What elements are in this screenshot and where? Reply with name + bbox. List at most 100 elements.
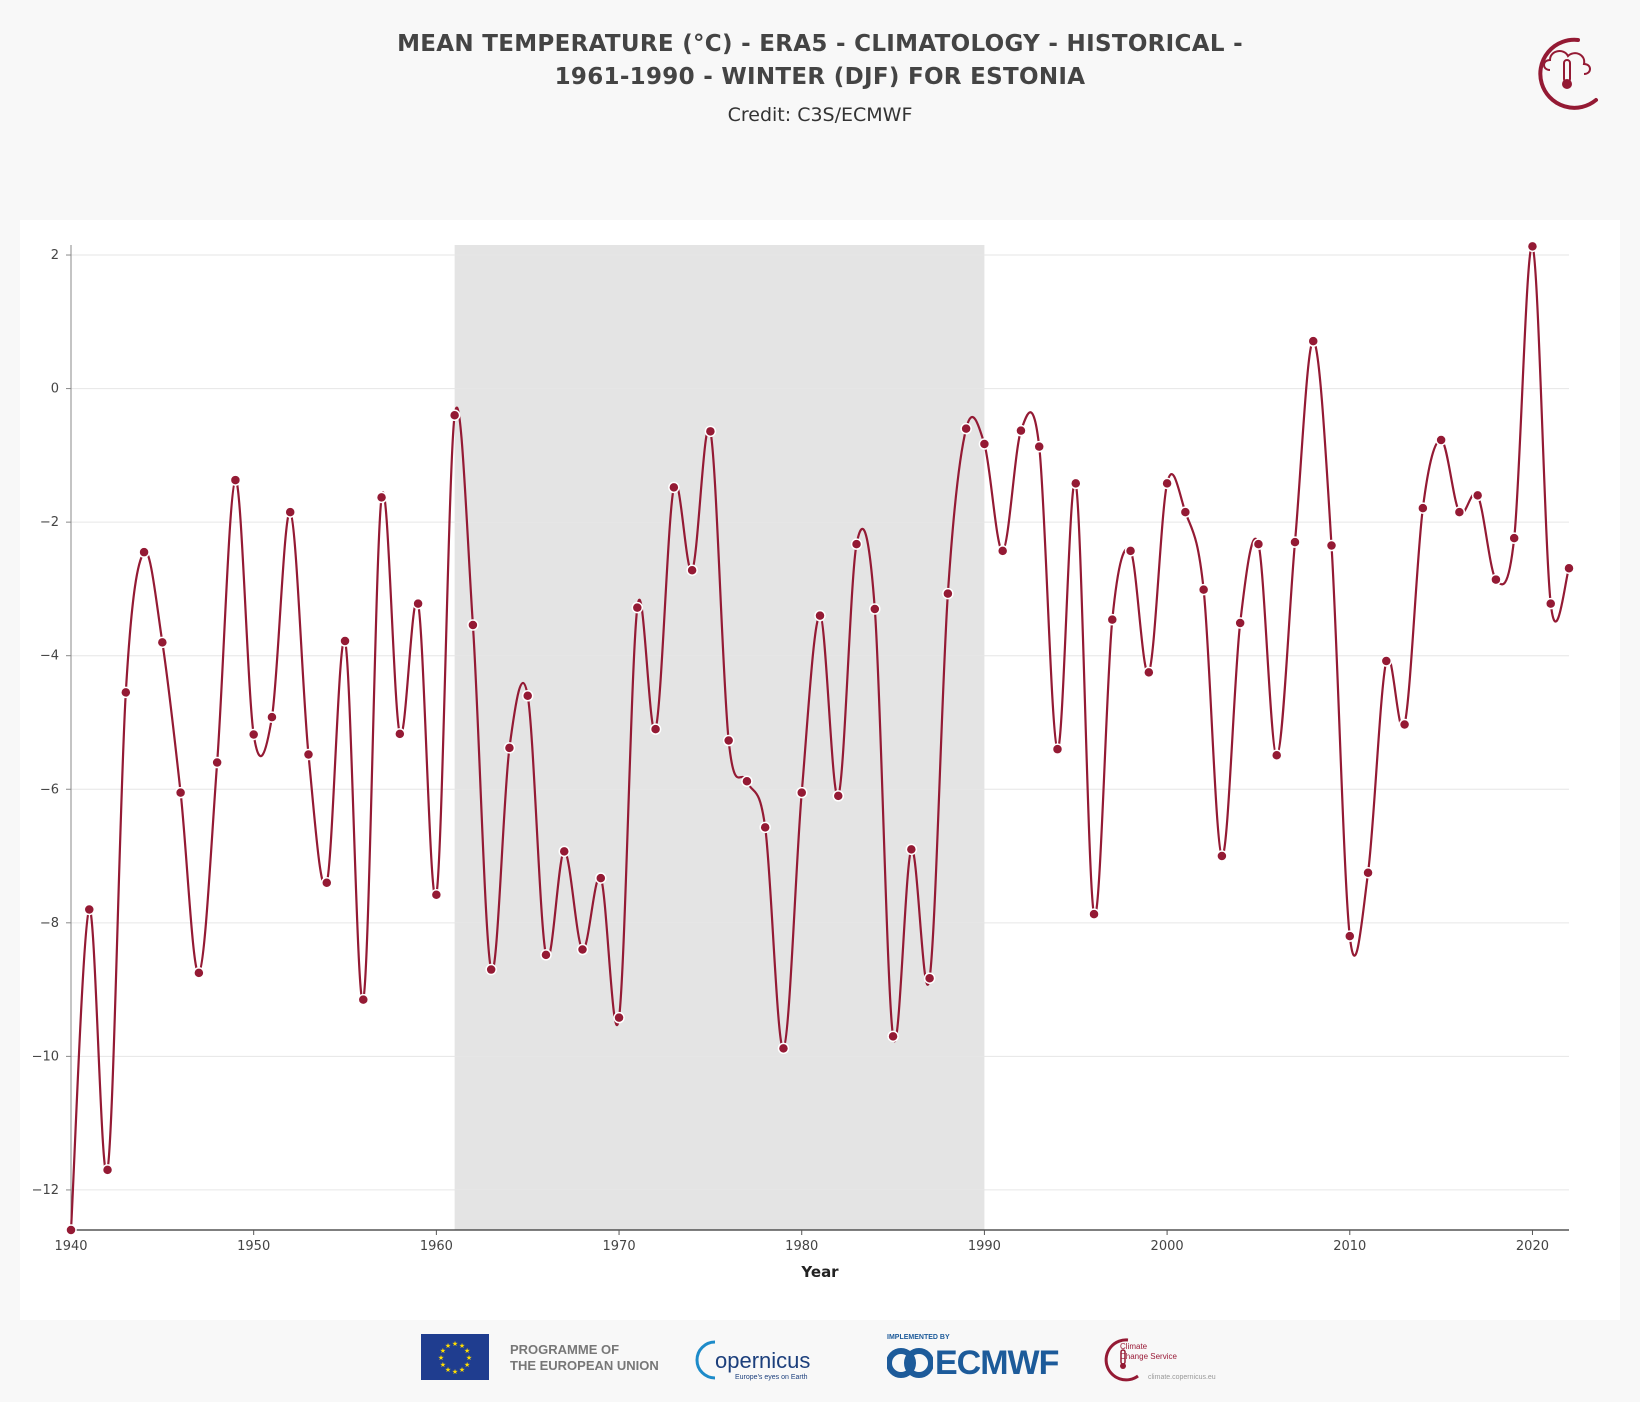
- eu-programme-text: PROGRAMME OF THE EUROPEAN UNION: [510, 1342, 659, 1374]
- data-point: [1161, 477, 1173, 490]
- data-point: [266, 711, 278, 723]
- eu-star: ★: [452, 1340, 458, 1348]
- eu-star: ★: [464, 1361, 470, 1369]
- data-point: [211, 756, 223, 769]
- eu-flag-icon: ★ ★ ★ ★ ★ ★ ★ ★ ★ ★ ★ ★: [421, 1334, 489, 1380]
- x-tick-label: 1980: [785, 1239, 818, 1254]
- data-point: [1270, 749, 1283, 761]
- c3s-thermometer-logo: [1538, 37, 1598, 110]
- y-tick-label: −8: [40, 916, 59, 931]
- data-point: [978, 438, 991, 450]
- eu-text-line2: THE EUROPEAN UNION: [510, 1358, 659, 1373]
- data-point: [1143, 666, 1155, 679]
- c3s-text-line1: Climate: [1120, 1342, 1148, 1351]
- eu-star: ★: [440, 1361, 446, 1369]
- data-point: [1435, 434, 1447, 446]
- data-point: [339, 635, 351, 647]
- data-point: [1070, 477, 1082, 490]
- data-point: [375, 491, 388, 504]
- chart-panel: 2 0 −2 −4 −6 −8 −10 −12 1940 1950 1960 1970 1980 1990…: [20, 220, 1620, 1320]
- data-point: [467, 619, 479, 631]
- data-point: [193, 967, 205, 979]
- data-point: [905, 843, 918, 856]
- data-point: [832, 790, 845, 802]
- c3s-url: climate.copernicus.eu: [1148, 1374, 1216, 1381]
- data-point: [595, 872, 607, 884]
- eu-star: ★: [466, 1354, 472, 1362]
- chart-title-line1: MEAN TEMPERATURE (°C) - ERA5 - CLIMATOLO…: [397, 31, 1243, 57]
- data-point: [1216, 850, 1228, 862]
- data-point: [540, 949, 552, 961]
- data-point: [1179, 506, 1192, 518]
- x-tick-label: 1990: [968, 1239, 1001, 1254]
- data-point: [1544, 597, 1557, 610]
- data-point: [284, 506, 296, 518]
- eu-star: ★: [438, 1354, 444, 1362]
- data-point: [668, 481, 680, 494]
- data-point: [996, 545, 1009, 557]
- data-point: [1508, 532, 1520, 544]
- data-point: [1252, 538, 1265, 550]
- data-point: [613, 1011, 625, 1024]
- data-point: [302, 748, 315, 761]
- reference-period-band: [454, 245, 985, 1230]
- y-tick-label: −10: [32, 1049, 59, 1064]
- eu-star: ★: [459, 1342, 465, 1350]
- eu-star: ★: [452, 1368, 458, 1376]
- data-point: [412, 597, 424, 610]
- data-point: [65, 1224, 77, 1236]
- data-point: [649, 723, 662, 735]
- data-point: [777, 1042, 790, 1055]
- data-point: [1015, 424, 1027, 437]
- y-tick-label: −2: [40, 515, 59, 530]
- line-chart: 2 0 −2 −4 −6 −8 −10 −12 1940 1950 1960 1970 1980 1990…: [32, 240, 1575, 1281]
- chart-credit: Credit: C3S/ECMWF: [727, 104, 913, 126]
- footer-logos: ★ ★ ★ ★ ★ ★ ★ ★ ★ ★ ★ ★ PROGRAMME OF THE EUROPEAN U…: [0, 1330, 1640, 1390]
- data-point: [101, 1164, 114, 1176]
- data-point: [430, 889, 443, 901]
- data-point: [120, 686, 132, 699]
- data-point: [741, 775, 753, 787]
- data-point: [759, 821, 771, 834]
- data-point: [869, 603, 881, 615]
- x-tick-label: 2000: [1151, 1239, 1184, 1254]
- data-point: [1398, 718, 1411, 731]
- data-point: [1344, 930, 1356, 942]
- data-point: [448, 409, 461, 422]
- data-point: [704, 425, 717, 438]
- data-point: [321, 876, 333, 889]
- eu-star: ★: [459, 1366, 465, 1374]
- data-point: [1526, 240, 1539, 253]
- chart-title: MEAN TEMPERATURE (°C) - ERA5 - CLIMATOLO…: [0, 28, 1640, 94]
- x-tick-label: 1940: [54, 1239, 87, 1254]
- x-tick-label: 1970: [603, 1239, 636, 1254]
- data-point: [795, 786, 808, 799]
- data-point: [1417, 502, 1429, 514]
- data-point: [229, 474, 242, 486]
- x-axis-title: Year: [800, 1263, 839, 1281]
- data-point: [138, 546, 150, 558]
- data-point: [686, 564, 698, 576]
- data-point: [174, 786, 187, 799]
- data-point: [1051, 743, 1064, 755]
- data-point: [1563, 562, 1575, 574]
- data-point: [960, 422, 972, 435]
- data-point: [814, 609, 826, 622]
- data-point: [1289, 536, 1301, 548]
- data-point: [394, 728, 406, 740]
- y-tick-label: −12: [32, 1183, 59, 1198]
- c3s-logo: [1102, 1334, 1252, 1384]
- data-point: [1325, 539, 1338, 552]
- eu-star: ★: [445, 1342, 451, 1350]
- data-point: [1124, 545, 1137, 557]
- data-point: [1307, 335, 1319, 347]
- eu-star: ★: [464, 1347, 470, 1355]
- y-tick-label: −4: [40, 649, 59, 664]
- ecmwf-logo: IMPLEMENTED BY ECMWF: [885, 1334, 1075, 1384]
- x-tick-label: 1960: [420, 1239, 453, 1254]
- y-tick-label: 0: [51, 382, 59, 397]
- data-point: [521, 690, 534, 702]
- data-point: [156, 636, 169, 649]
- ecmwf-implemented-by: IMPLEMENTED BY: [887, 1334, 950, 1341]
- data-point: [558, 845, 570, 858]
